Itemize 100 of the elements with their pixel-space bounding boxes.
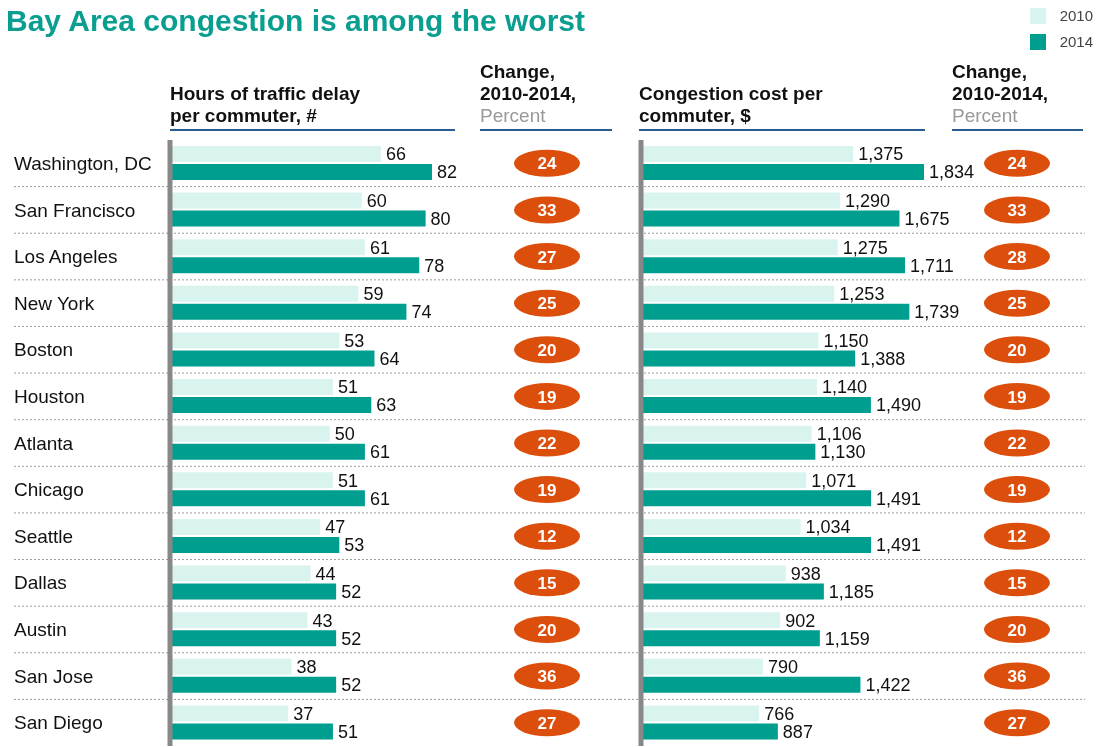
bar bbox=[170, 630, 337, 647]
data-label: 27 bbox=[537, 713, 557, 733]
y-tick-label: San Francisco bbox=[14, 199, 136, 221]
bar bbox=[641, 164, 924, 180]
bar bbox=[170, 658, 292, 675]
bar bbox=[641, 536, 872, 553]
bar bbox=[170, 146, 381, 162]
data-label: 790 bbox=[767, 657, 798, 678]
data-label: 938 bbox=[790, 563, 821, 584]
data-label: 53 bbox=[344, 535, 365, 556]
bar bbox=[170, 723, 333, 740]
bar bbox=[170, 443, 365, 460]
data-label: 24 bbox=[537, 154, 557, 174]
data-label: 51 bbox=[337, 721, 358, 742]
data-label: 15 bbox=[537, 573, 557, 593]
bar bbox=[641, 612, 781, 629]
chart-title: Hours of traffic delay per commuter, # bbox=[170, 83, 362, 127]
data-label: 61 bbox=[369, 442, 390, 463]
y-tick-label: Austin bbox=[14, 619, 67, 641]
data-label: 22 bbox=[1007, 434, 1027, 454]
data-label: 19 bbox=[1007, 387, 1027, 407]
bar bbox=[641, 210, 900, 227]
bar bbox=[641, 723, 778, 740]
data-label: 1,150 bbox=[823, 330, 869, 351]
data-label: 12 bbox=[537, 527, 557, 547]
data-label: 33 bbox=[537, 201, 557, 221]
bar bbox=[641, 443, 816, 460]
data-label: 27 bbox=[537, 247, 557, 267]
bar bbox=[641, 676, 861, 693]
bar bbox=[170, 332, 340, 349]
text: Percent bbox=[952, 105, 1018, 127]
bar bbox=[641, 303, 910, 320]
data-label: 25 bbox=[537, 294, 557, 314]
data-label: 12 bbox=[1007, 527, 1027, 547]
legend-label: 2010 bbox=[1059, 7, 1093, 24]
data-label: 44 bbox=[315, 563, 336, 584]
bar bbox=[170, 285, 359, 302]
data-label: 1,739 bbox=[914, 302, 960, 323]
bar bbox=[170, 210, 426, 227]
y-tick-label: Houston bbox=[14, 386, 85, 408]
bar bbox=[641, 658, 763, 675]
bar bbox=[170, 425, 330, 442]
bar bbox=[170, 350, 375, 367]
data-label: 28 bbox=[1007, 247, 1027, 267]
data-label: 1,490 bbox=[875, 395, 921, 416]
y-tick-label: Boston bbox=[14, 339, 74, 361]
bar bbox=[641, 257, 906, 274]
data-label: 24 bbox=[1007, 154, 1027, 174]
bar bbox=[170, 518, 321, 535]
bar bbox=[641, 630, 820, 647]
data-label: 1,106 bbox=[816, 424, 862, 445]
bar bbox=[641, 518, 801, 535]
data-label: 20 bbox=[537, 620, 557, 640]
bar bbox=[641, 565, 786, 582]
chart-title: Congestion cost per commuter, $ bbox=[639, 83, 824, 127]
bar bbox=[170, 565, 311, 582]
data-label: 1,130 bbox=[820, 442, 866, 463]
data-label: 1,159 bbox=[824, 628, 870, 649]
y-tick-label: San Diego bbox=[14, 712, 103, 734]
bar bbox=[170, 705, 289, 722]
y-tick-label: Washington, DC bbox=[14, 152, 152, 174]
bar bbox=[641, 490, 872, 507]
data-label: 1,422 bbox=[865, 675, 911, 696]
bar bbox=[170, 583, 337, 600]
bar bbox=[641, 350, 856, 367]
bar bbox=[641, 425, 812, 442]
bar bbox=[170, 490, 365, 507]
text: Change, 2010-2014, bbox=[480, 61, 578, 105]
data-label: 61 bbox=[369, 488, 390, 509]
bar bbox=[170, 612, 308, 629]
data-label: 20 bbox=[537, 340, 557, 360]
bar bbox=[641, 397, 871, 414]
bar bbox=[170, 239, 365, 256]
bar bbox=[170, 536, 340, 553]
bar bbox=[170, 192, 362, 209]
data-label: 1,275 bbox=[842, 237, 888, 258]
data-label: 60 bbox=[366, 191, 387, 212]
data-label: 1,185 bbox=[828, 581, 874, 602]
data-label: 61 bbox=[369, 237, 390, 258]
data-label: 37 bbox=[293, 703, 314, 724]
data-label: 78 bbox=[424, 255, 445, 276]
data-label: 53 bbox=[344, 330, 365, 351]
bar bbox=[641, 332, 819, 349]
y-tick-label: Los Angeles bbox=[14, 246, 118, 268]
data-label: 51 bbox=[337, 377, 358, 398]
bar bbox=[641, 146, 854, 162]
bar bbox=[641, 192, 841, 209]
data-label: 902 bbox=[785, 610, 816, 631]
data-label: 66 bbox=[385, 144, 406, 165]
data-label: 43 bbox=[312, 610, 333, 631]
bar bbox=[641, 239, 838, 256]
data-label: 33 bbox=[1007, 201, 1027, 221]
text: Percent bbox=[480, 105, 546, 127]
data-label: 36 bbox=[1007, 667, 1027, 687]
y-tick-label: Dallas bbox=[14, 572, 67, 594]
data-label: 1,071 bbox=[811, 470, 857, 491]
data-label: 1,388 bbox=[860, 348, 906, 369]
data-label: 1,034 bbox=[805, 517, 851, 538]
data-label: 887 bbox=[782, 721, 813, 742]
data-label: 19 bbox=[1007, 480, 1027, 500]
